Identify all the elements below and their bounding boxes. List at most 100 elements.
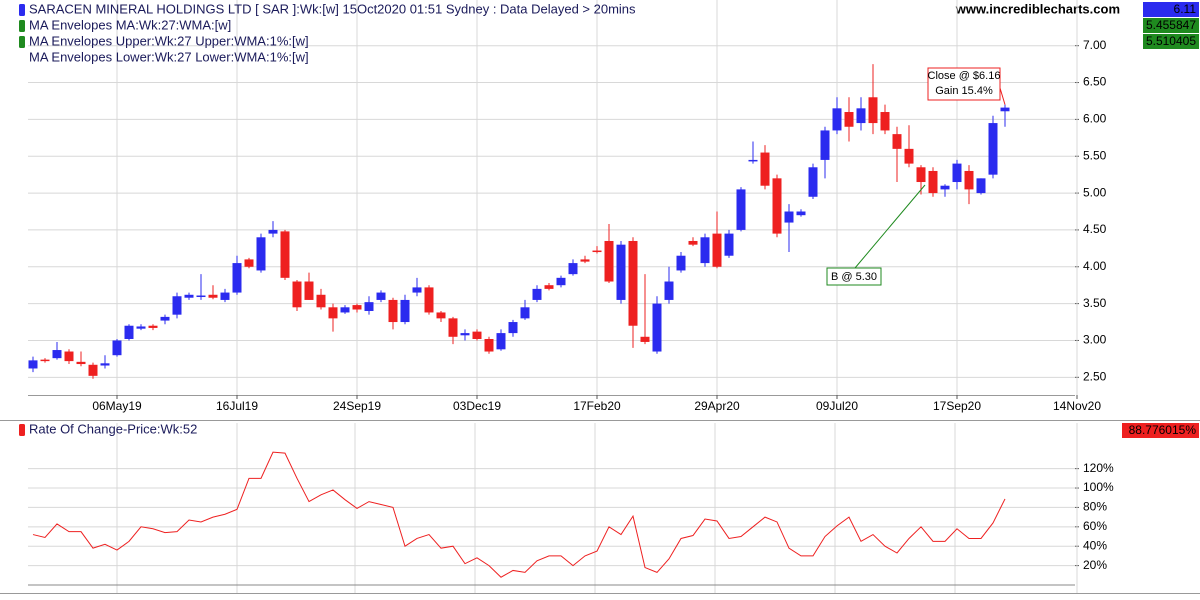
legend-text: MA Envelopes MA:Wk:27:WMA:[w] (29, 17, 231, 32)
candle-body (580, 259, 590, 262)
candle-body (112, 340, 122, 356)
x-tick-label: 17Feb20 (573, 399, 621, 413)
annotation-box (826, 267, 882, 286)
candle-body (940, 185, 950, 190)
candle-body (400, 299, 410, 323)
y-tick-label: 120% (1083, 461, 1114, 475)
site-url: www.incrediblecharts.com (955, 1, 1120, 16)
candle-body (364, 302, 374, 311)
candle-body (712, 233, 722, 267)
candle-body (604, 240, 614, 282)
candle-body (820, 130, 830, 160)
legend-text: MA Envelopes Upper:Wk:27 Upper:WMA:1%:[w… (29, 33, 309, 48)
candle-body (472, 331, 482, 339)
candle-body (664, 281, 674, 300)
last-value-box (1143, 34, 1199, 49)
candle-body (376, 292, 386, 300)
annotation-text: B @ 5.30 (831, 271, 877, 283)
last-value: 5.510405 (1146, 34, 1196, 48)
last-value: 5.455847 (1146, 18, 1196, 32)
candle-body (280, 231, 290, 278)
x-tick-label: 06May19 (92, 399, 142, 413)
last-value-box (1122, 423, 1199, 438)
y-tick-label: 6.00 (1083, 112, 1107, 126)
candle-body (412, 287, 422, 293)
x-tick-label: 03Dec19 (453, 399, 501, 413)
legend-swatch (19, 36, 25, 48)
candle-body (568, 263, 578, 275)
candle-body (772, 178, 782, 234)
candle-body (952, 163, 962, 183)
candle-body (484, 338, 494, 352)
y-tick-label: 60% (1083, 519, 1107, 533)
candle-body (64, 351, 74, 362)
candle-body (616, 244, 626, 300)
candle-body (724, 233, 734, 256)
candle-body (496, 333, 506, 350)
candle-body (76, 361, 86, 365)
legend-text: MA Envelopes Lower:Wk:27 Lower:WMA:1%:[w… (29, 49, 309, 64)
candle-body (556, 277, 566, 286)
candle-body (436, 312, 446, 319)
candle-body (688, 240, 698, 245)
last-value-box (1143, 2, 1199, 17)
candle-body (652, 303, 662, 352)
y-tick-label: 5.50 (1083, 148, 1107, 162)
candle-body (256, 237, 266, 271)
candle-body (184, 294, 194, 298)
candle-body (196, 295, 206, 298)
candle-body (136, 326, 146, 329)
last-value: 6.11 (1174, 2, 1197, 16)
y-tick-label: 7.00 (1083, 38, 1107, 52)
candle-body (40, 359, 50, 362)
candle-body (988, 123, 998, 175)
candle-body (520, 307, 530, 319)
x-tick-label: 24Sep19 (333, 399, 381, 413)
candle-body (760, 152, 770, 186)
y-tick-label: 80% (1083, 500, 1107, 514)
candle-body (328, 307, 338, 319)
y-tick-label: 3.00 (1083, 333, 1107, 347)
candle-body (784, 211, 794, 223)
y-tick-label: 4.50 (1083, 222, 1107, 236)
candle-body (976, 178, 986, 194)
panel-title: Rate Of Change-Price:Wk:52 (29, 421, 197, 436)
candle-body (28, 360, 38, 369)
legend-swatch (19, 20, 25, 32)
candle-body (448, 318, 458, 337)
legend-swatch (19, 4, 25, 16)
candle-body (916, 167, 926, 183)
candle-body (928, 170, 938, 194)
candle-body (676, 255, 686, 271)
candle-body (880, 112, 890, 131)
candle-body (592, 250, 602, 253)
candle-body (160, 316, 170, 321)
y-tick-label: 6.50 (1083, 75, 1107, 89)
candle-body (844, 112, 854, 127)
y-tick-label: 20% (1083, 558, 1107, 572)
candle-body (808, 167, 818, 197)
candle-body (304, 281, 314, 300)
candle-body (232, 263, 242, 293)
x-tick-label: 14Nov20 (1053, 399, 1101, 413)
candle-body (832, 108, 842, 131)
annotation-leader (854, 184, 926, 269)
candle-body (424, 287, 434, 313)
candle-body (508, 322, 518, 334)
y-tick-label: 3.50 (1083, 296, 1107, 310)
y-tick-label: 5.00 (1083, 185, 1107, 199)
candle-body (748, 159, 758, 162)
candle-body (964, 170, 974, 190)
last-value: 88.776015% (1129, 423, 1197, 437)
annotation-leader (999, 87, 1006, 105)
candle-body (208, 294, 218, 298)
candle-body (340, 307, 350, 313)
candle-body (544, 285, 554, 289)
last-value-box (1143, 18, 1199, 33)
annotation-text: Close @ $6.16 (928, 70, 1001, 82)
candle-body (532, 288, 542, 300)
candle-body (904, 148, 914, 164)
candle-body (868, 97, 878, 124)
candle-body (700, 237, 710, 264)
